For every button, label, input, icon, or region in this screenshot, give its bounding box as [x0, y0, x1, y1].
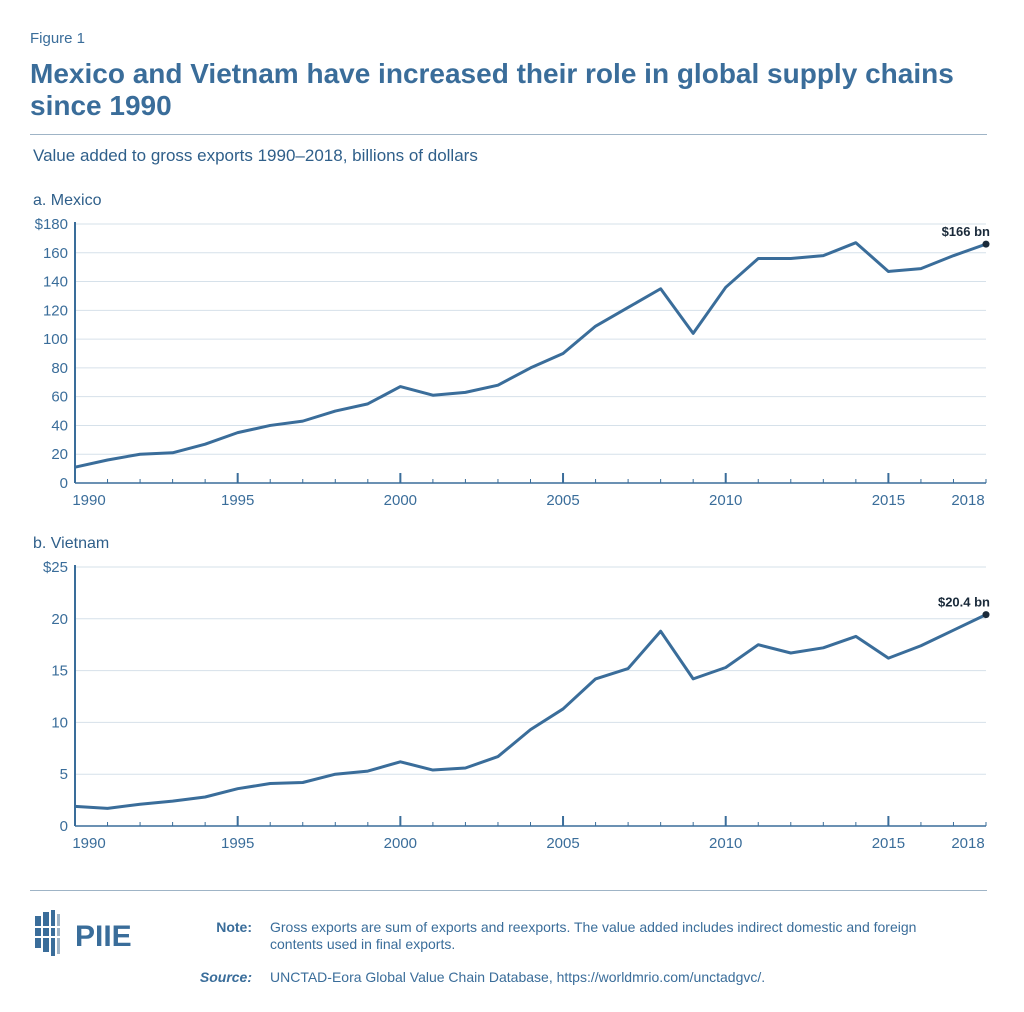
divider — [30, 134, 987, 135]
divider — [30, 890, 987, 891]
y-tick-label: $180 — [35, 216, 68, 233]
x-tick-label: 2005 — [546, 835, 579, 852]
series-line — [74, 241, 987, 469]
logo-text: PIIE — [75, 920, 132, 953]
panel-title-vietnam: b. Vietnam — [33, 535, 110, 552]
source-label: Source: — [199, 969, 252, 985]
figure-label: Figure 1 — [30, 30, 86, 47]
x-tick-label: 2015 — [872, 835, 905, 852]
y-tick-label: 60 — [51, 389, 68, 406]
piie-logo: PIIE — [33, 910, 132, 956]
chart-panel-1: 0 5 10 15 20 $25 1990 1995 2000 2005 2010 2015 2018 $… — [43, 559, 990, 852]
y-tick-label: 40 — [51, 417, 68, 434]
series-line — [74, 613, 987, 810]
y-tick-label: 5 — [60, 766, 68, 783]
y-tick-label: 140 — [43, 274, 68, 291]
chart-subtitle: Value added to gross exports 1990–2018, … — [33, 146, 478, 165]
note-label: Note: — [216, 919, 252, 935]
endpoint-annotation: $166 bn — [942, 224, 990, 239]
y-tick-label: 0 — [60, 475, 68, 492]
chart-title: Mexico and Vietnam have increased their … — [30, 58, 954, 121]
x-tick-label: 2000 — [384, 835, 417, 852]
y-tick-label: 15 — [51, 663, 68, 680]
y-tick-label: 160 — [43, 245, 68, 262]
y-tick-label: 100 — [43, 331, 68, 348]
y-tick-label: 120 — [43, 302, 68, 319]
x-tick-label: 2000 — [384, 492, 417, 509]
x-tick-label: 1995 — [221, 492, 254, 509]
endpoint-marker — [982, 611, 990, 619]
x-tick-label: 2015 — [872, 492, 905, 509]
y-tick-label: 80 — [51, 360, 68, 377]
source-text: UNCTAD-Eora Global Value Chain Database,… — [270, 969, 766, 985]
x-tick-label: 2010 — [709, 835, 742, 852]
endpoint-marker — [982, 240, 990, 248]
panel-title-mexico: a. Mexico — [33, 192, 102, 209]
x-tick-label: 2010 — [709, 492, 742, 509]
y-tick-label: 10 — [51, 714, 68, 731]
y-tick-label: $25 — [43, 559, 68, 576]
chart-panel-0: 0 20 40 60 80 100 120 140 160 $180 1990 1995 2000 200… — [35, 216, 990, 509]
x-tick-label: 1990 — [72, 835, 105, 852]
note-text: Gross exports are sum of exports and ree… — [270, 919, 917, 952]
y-tick-label: 20 — [51, 446, 68, 463]
x-tick-label: 2018 — [951, 835, 984, 852]
x-tick-label: 1990 — [72, 492, 105, 509]
y-tick-label: 0 — [60, 818, 68, 835]
x-tick-label: 2005 — [546, 492, 579, 509]
endpoint-annotation: $20.4 bn — [938, 595, 990, 610]
x-tick-label: 1995 — [221, 835, 254, 852]
x-tick-label: 2018 — [951, 492, 984, 509]
y-tick-label: 20 — [51, 611, 68, 628]
